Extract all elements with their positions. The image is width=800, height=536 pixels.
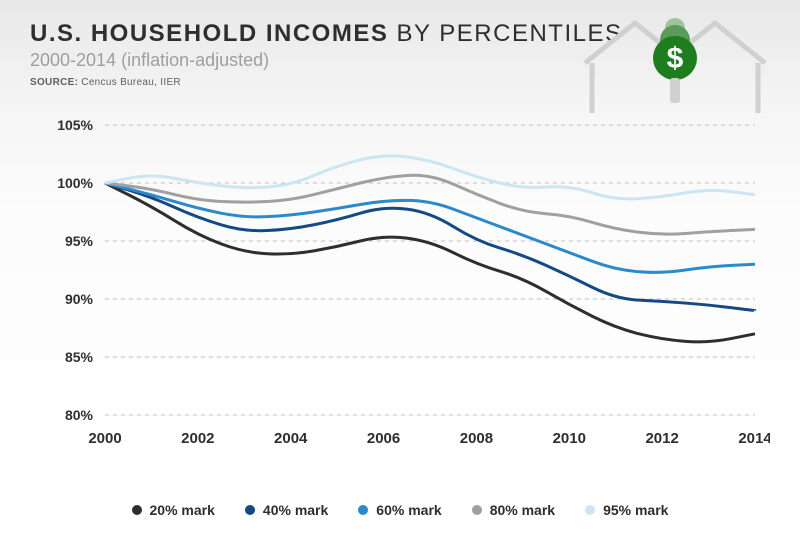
source-label: SOURCE: (30, 77, 78, 88)
legend-dot-icon (472, 505, 482, 515)
x-tick-label: 2014 (738, 430, 770, 447)
legend-label: 60% mark (376, 502, 441, 518)
legend-dot-icon (245, 505, 255, 515)
x-tick-label: 2012 (645, 430, 678, 447)
legend-item: 60% mark (358, 502, 441, 518)
legend-item: 95% mark (585, 502, 668, 518)
y-tick-label: 100% (57, 175, 93, 191)
legend-item: 40% mark (245, 502, 328, 518)
x-tick-label: 2008 (460, 430, 493, 447)
line-chart: 80% 85% 90% 95% 100% 105% 2000 2002 2004 2006 2008… (30, 115, 770, 465)
series-line (105, 183, 755, 342)
legend-dot-icon (132, 505, 142, 515)
y-tick-label: 80% (65, 407, 94, 423)
x-tick-label: 2002 (181, 430, 214, 447)
x-tick-label: 2000 (88, 430, 121, 447)
chart-svg: 80% 85% 90% 95% 100% 105% 2000 2002 2004 2006 2008… (30, 115, 770, 465)
svg-text:$: $ (667, 42, 684, 75)
legend-label: 20% mark (150, 502, 215, 518)
x-tick-label: 2004 (274, 430, 308, 447)
legend-item: 20% mark (132, 502, 215, 518)
legend-dot-icon (358, 505, 368, 515)
y-tick-label: 85% (65, 349, 94, 365)
legend-label: 40% mark (263, 502, 328, 518)
y-tick-label: 90% (65, 291, 94, 307)
legend-dot-icon (585, 505, 595, 515)
legend: 20% mark 40% mark 60% mark 80% mark 95% mark (0, 502, 800, 518)
x-tick-label: 2010 (553, 430, 586, 447)
x-tick-label: 2006 (367, 430, 400, 447)
house-dollar-icon: $ (580, 8, 770, 118)
legend-label: 80% mark (490, 502, 555, 518)
y-tick-label: 95% (65, 233, 94, 249)
title-bold: U.S. HOUSEHOLD INCOMES (30, 20, 388, 47)
legend-label: 95% mark (603, 502, 668, 518)
legend-item: 80% mark (472, 502, 555, 518)
y-tick-label: 105% (57, 117, 93, 133)
source-text: Cencus Bureau, IIER (78, 77, 181, 88)
